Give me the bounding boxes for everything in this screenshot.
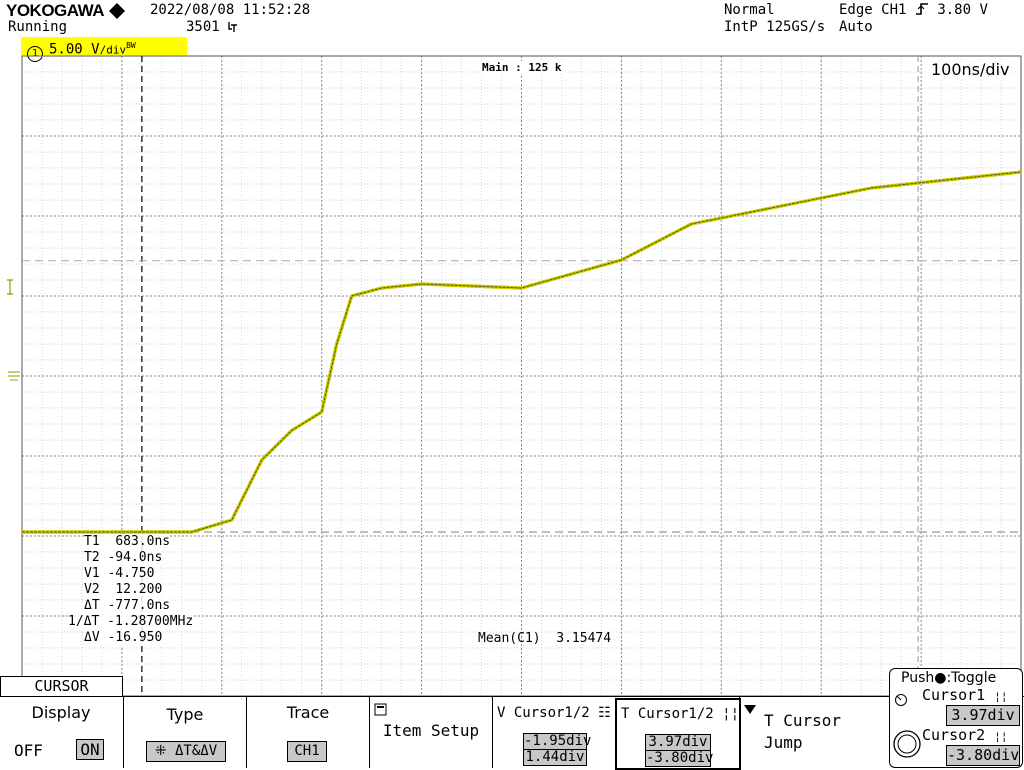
v-cursor-label: V Cursor1/2 ☷ xyxy=(497,705,611,721)
level-markers xyxy=(7,279,20,381)
v-cursor-softkey[interactable]: V Cursor1/2 ☷ -1.95div 1.44div xyxy=(492,697,615,768)
trigger-setting: Edge CH1 3.80 V xyxy=(839,2,988,18)
channel-number-badge: 1 xyxy=(27,45,43,62)
readout-t2: T2 -94.0ns xyxy=(84,550,163,566)
vertical-cursor-icon: ¦¦ xyxy=(994,730,1008,743)
cursor-type-icon: ⁜ xyxy=(154,743,167,759)
time-per-div: 100ns/div xyxy=(928,60,1013,79)
t-cursor-jump-label-2: Jump xyxy=(764,733,803,752)
rising-edge-icon xyxy=(915,3,928,15)
horizontal-cursor-icon: ☷ xyxy=(598,705,611,721)
brand-logo: YOKOGAWA xyxy=(6,1,105,20)
trace-softkey[interactable]: Trace CH1 xyxy=(246,697,369,768)
display-softkey[interactable]: Display OFF ON xyxy=(0,697,122,768)
type-label: Type xyxy=(166,705,204,724)
dropdown-arrow-icon xyxy=(744,705,756,714)
trace-value[interactable]: CH1 xyxy=(287,741,327,762)
t-cursor-jump-label-1: T Cursor xyxy=(764,711,842,730)
acquisition-count: 3501 xyxy=(186,19,238,35)
acquisition-mode: Normal xyxy=(724,2,775,18)
channel-scale-unit: /div xyxy=(99,43,127,57)
small-knob-icon xyxy=(895,694,907,706)
trigger-mode: Auto xyxy=(839,19,873,35)
acquisition-count-icon xyxy=(228,22,238,32)
display-label: Display xyxy=(31,703,91,722)
readout-t1: T1 683.0ns xyxy=(84,534,171,550)
item-setup-softkey[interactable]: Item Setup xyxy=(369,697,492,768)
ground-level-marker xyxy=(8,371,20,381)
channel1-scale-bar[interactable]: 1 5.00 V/divBW xyxy=(21,37,187,62)
bandwidth-limit-badge: BW xyxy=(126,41,136,50)
t-cursor-jump-softkey[interactable]: T Cursor Jump xyxy=(739,697,888,768)
datetime: 2022/08/08 11:52:28 xyxy=(150,2,311,18)
v-cursor1-value[interactable]: -1.95div xyxy=(523,733,592,750)
vertical-cursor-icon: ¦¦ xyxy=(722,706,740,722)
readout-delta-v: ΔV -16.950 xyxy=(84,630,163,646)
display-off-option[interactable]: OFF xyxy=(14,741,43,760)
sub-menu-icon xyxy=(374,703,387,716)
run-status: Running xyxy=(8,19,68,35)
cursor1-value[interactable]: 3.97div xyxy=(946,705,1020,726)
t-cursor-softkey[interactable]: T Cursor1/2 ¦¦ 3.97div -3.80div xyxy=(615,698,741,770)
readout-inverse-delta-t: 1/ΔT -1.28700MHz xyxy=(68,614,194,630)
channel-scale: 5.00 V xyxy=(49,41,100,58)
t-cursor1-value[interactable]: 3.97div xyxy=(645,734,711,751)
display-on-option[interactable]: ON xyxy=(76,739,104,760)
push-button-icon: ● xyxy=(934,670,947,686)
graticule xyxy=(21,55,1022,697)
mean-measurement: Mean(C1) 3.15474 xyxy=(478,631,612,646)
readout-v1: V1 -4.750 xyxy=(84,566,155,582)
cursor2-label: Cursor2 ¦¦ xyxy=(922,726,1008,744)
main-record-length: Main : 125 k xyxy=(480,61,564,74)
trigger-level-marker xyxy=(7,279,13,295)
readout-delta-t: ΔT -777.0ns xyxy=(84,598,171,614)
trace-label: Trace xyxy=(286,703,330,722)
cursor2-value[interactable]: -3.80div xyxy=(946,745,1020,766)
push-toggle-hint: Push●:Toggle xyxy=(901,670,997,686)
type-value[interactable]: ⁜ ΔT&ΔV xyxy=(146,741,226,762)
cursor1-label: Cursor1 ¦¦ xyxy=(922,686,1008,704)
type-softkey[interactable]: Type ⁜ ΔT&ΔV xyxy=(123,697,246,768)
t-cursor2-value[interactable]: -3.80div xyxy=(645,750,714,767)
knob-panel[interactable]: Push●:Toggle Cursor1 ¦¦ 3.97div Cursor2 … xyxy=(889,668,1023,768)
menu-title: CURSOR xyxy=(0,676,123,696)
trace-line xyxy=(22,171,1022,533)
v-cursor2-value[interactable]: 1.44div xyxy=(523,749,587,766)
large-knob-icon[interactable] xyxy=(892,729,922,759)
sample-rate: IntP 125GS/s xyxy=(724,19,826,35)
waveform-display[interactable] xyxy=(0,36,1024,697)
item-setup-label: Item Setup xyxy=(382,721,480,740)
brand-diamond-icon xyxy=(109,3,125,19)
menu-divider xyxy=(0,696,1024,697)
readout-v2: V2 12.200 xyxy=(84,582,163,598)
vertical-cursor-icon: ¦¦ xyxy=(994,690,1008,703)
waveform-trace xyxy=(22,170,1022,534)
t-cursor-label: T Cursor1/2 ¦¦ xyxy=(621,706,740,722)
